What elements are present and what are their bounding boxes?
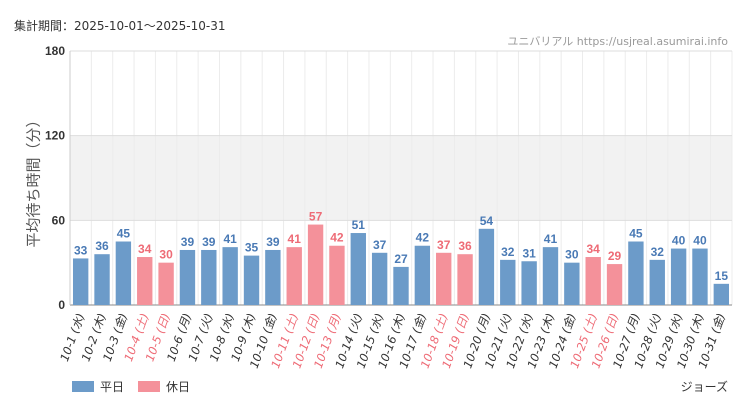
- bar-value-label: 29: [608, 249, 622, 263]
- bar: [628, 241, 644, 305]
- bar-value-label: 35: [245, 241, 259, 255]
- bar-value-label: 34: [587, 242, 601, 256]
- y-tick-label: 0: [58, 298, 65, 312]
- bar-value-label: 39: [266, 235, 280, 249]
- bar: [585, 257, 601, 305]
- bar: [179, 249, 196, 305]
- bar-value-label: 41: [223, 232, 237, 246]
- period-label: 集計期間：2025-10-01～2025-10-31: [14, 19, 226, 33]
- bar: [521, 261, 537, 305]
- bar: [670, 248, 687, 305]
- bar: [478, 228, 495, 305]
- bar: [115, 241, 132, 305]
- legend-holiday-swatch: [138, 381, 161, 392]
- bar-value-label: 37: [437, 238, 451, 252]
- legend-weekday-label: 平日: [100, 380, 125, 394]
- legend-weekday: 平日: [72, 378, 124, 395]
- bar: [307, 224, 324, 305]
- y-tick-label: 180: [45, 44, 65, 58]
- band-60-120: [70, 135, 732, 221]
- bar-value-label: 51: [352, 218, 366, 232]
- attraction-name: ジョーズ: [680, 380, 728, 394]
- bar: [457, 254, 473, 305]
- bar: [286, 247, 302, 305]
- bar-value-label: 45: [629, 227, 643, 241]
- legend: 平日 休日: [72, 378, 204, 395]
- bar-value-label: 41: [544, 232, 558, 246]
- bar: [201, 249, 217, 305]
- y-tick-label: 120: [45, 129, 65, 143]
- bar-value-label: 39: [181, 235, 195, 249]
- bar: [350, 233, 366, 305]
- bar-value-label: 27: [394, 252, 408, 266]
- bar-value-label: 42: [416, 231, 430, 245]
- bar-value-label: 31: [522, 246, 536, 260]
- bar-value-label: 40: [693, 234, 707, 248]
- bar: [606, 264, 623, 305]
- bar: [158, 262, 174, 305]
- bar: [222, 247, 238, 305]
- bar: [564, 262, 580, 305]
- bar: [500, 259, 516, 305]
- source-credit: ユニバリアル https://usjreal.asumirai.info: [507, 35, 728, 48]
- y-tick-label: 60: [52, 213, 66, 227]
- bar-value-label: 40: [672, 234, 686, 248]
- bar-value-label: 32: [501, 245, 515, 259]
- bar-value-label: 36: [458, 239, 472, 253]
- bar: [414, 245, 431, 305]
- bar-value-label: 57: [309, 210, 323, 224]
- bar: [649, 259, 665, 305]
- bar-value-label: 33: [74, 243, 88, 257]
- bar: [393, 266, 409, 305]
- bar: [329, 245, 345, 305]
- bar: [692, 248, 708, 305]
- bar-value-label: 36: [95, 239, 109, 253]
- bar-value-label: 30: [159, 248, 173, 262]
- bar: [94, 254, 110, 305]
- bar-value-label: 32: [651, 245, 665, 259]
- bar-value-label: 15: [715, 269, 729, 283]
- bar-value-label: 54: [480, 214, 494, 228]
- bar-value-label: 42: [330, 231, 344, 245]
- legend-weekday-swatch: [72, 381, 94, 392]
- bar: [265, 249, 281, 305]
- bar: [137, 257, 153, 305]
- bar: [713, 283, 730, 305]
- bar-value-label: 39: [202, 235, 216, 249]
- bar: [371, 252, 388, 305]
- bar: [436, 252, 452, 305]
- bar: [243, 255, 260, 305]
- bar-value-label: 45: [117, 227, 131, 241]
- bar-value-label: 41: [288, 232, 302, 246]
- bar-value-label: 37: [373, 238, 387, 252]
- bar-value-label: 30: [565, 248, 579, 262]
- legend-holiday: 休日: [138, 378, 190, 395]
- legend-holiday-label: 休日: [166, 380, 191, 394]
- bar: [72, 258, 89, 305]
- bar: [542, 247, 559, 305]
- bar-value-label: 34: [138, 242, 152, 256]
